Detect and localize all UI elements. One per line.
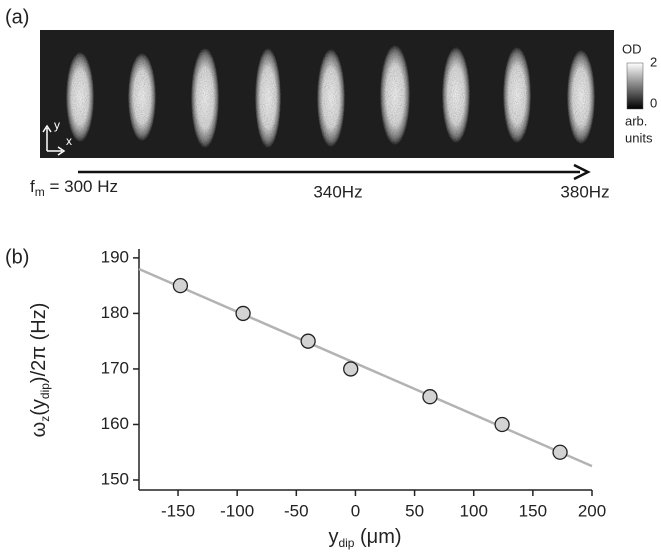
x-tick-label: -150 [161, 501, 195, 520]
x-tick-label: -50 [284, 501, 309, 520]
colorbar-title: OD [622, 41, 642, 56]
x-tick-label: 100 [460, 501, 488, 520]
label-part: f [30, 177, 35, 196]
arrow-head [573, 163, 591, 181]
label-part: y [328, 526, 338, 548]
cloud [317, 49, 345, 147]
axis-y-label: y [54, 118, 60, 132]
panel-b: (b) 150 160 170 180 190 -150 -100 -50 0 50 100 150 2… [5, 246, 606, 550]
label-subscript: z [38, 416, 52, 422]
y-tick-label: 180 [101, 303, 129, 322]
label-part: ω [28, 422, 50, 438]
cloud [128, 53, 156, 141]
data-point [494, 416, 510, 433]
y-axis-label: ωz(ydip)/2π (Hz) [28, 303, 52, 438]
cloud [567, 50, 595, 144]
y-tick-label: 190 [101, 247, 129, 266]
cloud [442, 47, 470, 143]
data-point [172, 277, 189, 294]
x-tick-label: 200 [578, 501, 606, 520]
label-part: (μm) [354, 526, 401, 548]
data-point [552, 444, 568, 460]
clouds [66, 45, 595, 148]
y-tick-label: 170 [101, 358, 129, 377]
cloud [66, 52, 94, 142]
axis-indicator [42, 124, 66, 156]
cloud [255, 48, 281, 148]
data-point [235, 305, 251, 322]
label-subscript: dip [338, 536, 354, 550]
data-point [422, 389, 438, 405]
axis-x-label: x [66, 134, 72, 148]
label-part: (y [28, 399, 50, 416]
x-tick-label: 50 [405, 501, 424, 520]
data-point [343, 361, 359, 377]
cloud [380, 45, 410, 145]
colorbar-unit: units [625, 130, 653, 145]
start-label: fm = 300 Hz [30, 177, 118, 199]
colorbar-max: 2 [650, 54, 657, 69]
x-tick-label: 150 [519, 501, 547, 520]
x-axis-label: ydip (μm) [328, 526, 401, 550]
end-label: 380Hz [560, 182, 609, 201]
label-subscript: m [35, 185, 45, 199]
cloud [503, 47, 531, 143]
x-tick-label: 0 [351, 501, 360, 520]
x-tick-label: -100 [220, 501, 254, 520]
colorbar [626, 62, 644, 110]
label-part: = 300 Hz [45, 177, 118, 196]
colorbar-min: 0 [650, 95, 657, 110]
panel-label: (a) [5, 6, 29, 28]
middle-label: 340Hz [313, 182, 362, 201]
y-tick-label: 160 [101, 414, 129, 433]
y-tick-label: 150 [101, 469, 129, 488]
colorbar-unit: arb. [625, 113, 647, 128]
label-part: )/2π (Hz) [28, 303, 50, 383]
panel-a: (a) y x OD 2 0 arb. units fm = 300 Hz 34… [5, 6, 657, 201]
cloud [191, 48, 219, 148]
data-point [300, 333, 316, 349]
panel-label: (b) [5, 246, 29, 268]
label-subscript: dip [38, 383, 52, 399]
fit-line [138, 267, 593, 468]
